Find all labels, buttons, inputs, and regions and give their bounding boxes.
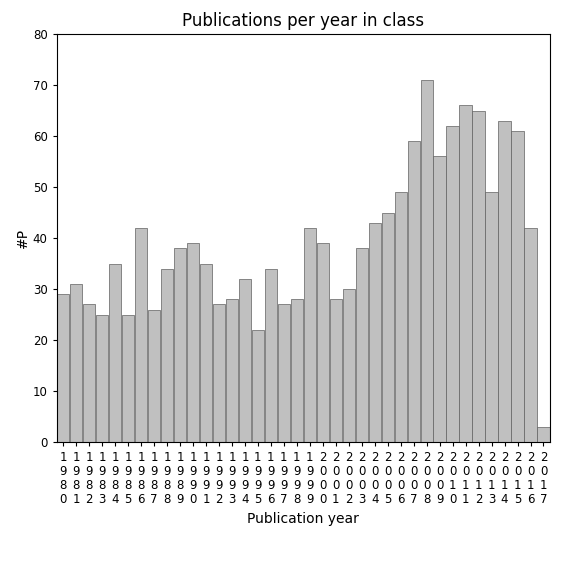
Bar xyxy=(239,279,251,442)
Bar xyxy=(356,248,368,442)
Bar xyxy=(278,304,290,442)
Bar xyxy=(226,299,238,442)
Bar xyxy=(421,80,433,442)
Bar xyxy=(200,264,212,442)
Bar xyxy=(369,223,381,442)
Bar xyxy=(316,243,329,442)
Bar xyxy=(174,248,186,442)
Bar xyxy=(342,289,355,442)
Bar xyxy=(395,192,407,442)
Bar xyxy=(472,111,485,442)
Bar xyxy=(304,228,316,442)
Bar xyxy=(291,299,303,442)
Bar xyxy=(96,315,108,442)
Bar xyxy=(485,192,498,442)
Bar xyxy=(161,269,173,442)
Bar xyxy=(187,243,199,442)
Bar xyxy=(213,304,225,442)
Bar xyxy=(382,213,394,442)
X-axis label: Publication year: Publication year xyxy=(247,512,359,526)
Bar xyxy=(57,294,69,442)
Bar xyxy=(148,310,160,442)
Bar xyxy=(252,330,264,442)
Bar xyxy=(83,304,95,442)
Bar xyxy=(459,105,472,442)
Bar xyxy=(122,315,134,442)
Bar xyxy=(434,156,446,442)
Title: Publications per year in class: Publications per year in class xyxy=(182,12,425,29)
Bar xyxy=(408,141,420,442)
Bar xyxy=(265,269,277,442)
Bar xyxy=(538,427,549,442)
Bar xyxy=(524,228,537,442)
Bar xyxy=(511,131,524,442)
Bar xyxy=(135,228,147,442)
Bar xyxy=(109,264,121,442)
Bar xyxy=(329,299,342,442)
Y-axis label: #P: #P xyxy=(16,228,30,248)
Bar xyxy=(498,121,511,442)
Bar xyxy=(70,284,82,442)
Bar xyxy=(446,126,459,442)
